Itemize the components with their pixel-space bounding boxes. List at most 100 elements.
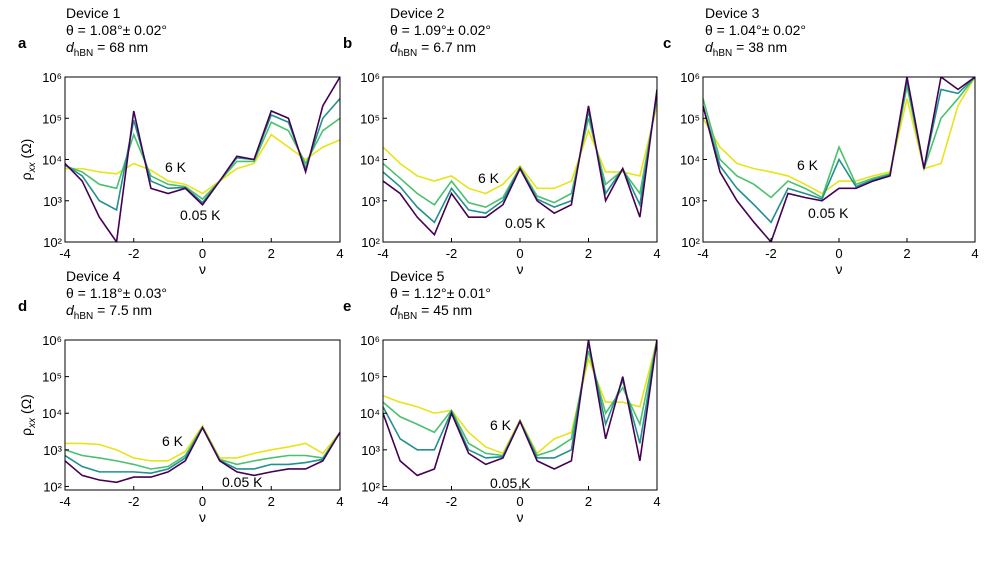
- thickness-value: = 7.5 nm: [93, 302, 152, 318]
- twist-angle: θ = 1.09°± 0.02°: [390, 22, 491, 38]
- thickness-subscript: hBN: [398, 311, 417, 322]
- thickness-symbol: d: [66, 302, 75, 318]
- y-label-unit: (Ω): [18, 139, 34, 163]
- y-tick-label: 10³: [361, 194, 380, 209]
- annotation: 6 K: [162, 433, 184, 449]
- panel: e Device 5θ = 1.12°± 0.01°dhBN = 45 nm -4 -…: [343, 268, 661, 525]
- x-tick-label: -2: [128, 246, 140, 261]
- y-axis-label: ρxx (Ω): [18, 139, 38, 181]
- x-tick-label: -2: [128, 494, 140, 509]
- x-axis-label: ν: [199, 261, 206, 277]
- panel: c Device 3θ = 1.04°± 0.02°dhBN = 38 nm -4 -…: [663, 5, 979, 277]
- axes-frame: [382, 339, 658, 491]
- annotation: 6 K: [797, 157, 819, 173]
- device-name: Device 2: [390, 5, 445, 21]
- annotation: 0.05 K: [808, 205, 849, 221]
- x-tick-label: 2: [585, 494, 592, 509]
- twist-angle: θ = 1.12°± 0.01°: [390, 285, 491, 301]
- x-tick-label: 2: [268, 494, 275, 509]
- y-tick-label: 10⁶: [360, 333, 380, 348]
- x-tick-label: -2: [446, 246, 458, 261]
- y-tick-label: 10³: [43, 194, 62, 209]
- thickness-value: = 6.7 nm: [417, 39, 476, 55]
- annotation: 6 K: [165, 159, 187, 175]
- y-tick-label: 10⁵: [360, 370, 380, 385]
- thickness-subscript: hBN: [398, 48, 417, 59]
- thickness-symbol: d: [390, 302, 399, 318]
- y-label-symbol: ρ: [18, 172, 34, 180]
- thickness-symbol: d: [390, 39, 399, 55]
- y-tick-label: 10⁵: [42, 111, 62, 126]
- device-name: Device 4: [66, 268, 121, 284]
- x-tick-label: 0: [516, 494, 523, 509]
- annotation: 6 K: [490, 417, 512, 433]
- x-tick-label: -2: [446, 494, 458, 509]
- x-tick-label: 2: [903, 246, 910, 261]
- x-axis-label: ν: [517, 509, 524, 525]
- curves: [383, 89, 657, 237]
- y-tick-label: 10⁴: [360, 153, 380, 168]
- panel: d Device 4θ = 1.18°± 0.03°dhBN = 7.5 nm -4…: [18, 268, 344, 525]
- curve: [703, 77, 975, 199]
- curve: [703, 77, 975, 242]
- x-tick-label: 4: [653, 246, 660, 261]
- device-name: Device 5: [390, 268, 445, 284]
- x-tick-label: 0: [835, 246, 842, 261]
- panel-letter: a: [18, 35, 27, 52]
- y-label-unit: (Ω): [18, 394, 34, 418]
- x-tick-label: 4: [971, 246, 978, 261]
- thickness: dhBN = 6.7 nm: [390, 39, 476, 59]
- y-tick-label: 10²: [681, 235, 700, 250]
- curve: [65, 425, 340, 475]
- y-tick-label: 10³: [361, 443, 380, 458]
- x-axis-label: ν: [517, 261, 524, 277]
- x-tick-label: -4: [377, 246, 389, 261]
- y-tick-label: 10²: [361, 479, 380, 494]
- y-label-subscript: xx: [27, 161, 38, 173]
- y-tick-label: 10⁴: [360, 406, 380, 421]
- thickness-symbol: d: [705, 39, 714, 55]
- thickness: dhBN = 45 nm: [390, 302, 472, 322]
- y-axis-label: ρxx (Ω): [18, 394, 38, 436]
- annotation: 0.05 K: [180, 207, 221, 223]
- panel-letter: c: [663, 35, 671, 52]
- annotation: 0.05 K: [490, 475, 531, 491]
- x-tick-label: 0: [516, 246, 523, 261]
- curves: [703, 77, 975, 242]
- curve: [383, 89, 657, 237]
- y-tick-label: 10⁶: [360, 70, 380, 85]
- x-tick-label: -4: [377, 494, 389, 509]
- y-label-symbol: ρ: [18, 428, 34, 436]
- x-tick-label: 4: [653, 494, 660, 509]
- x-tick-label: 0: [199, 494, 206, 509]
- curve: [703, 77, 975, 224]
- panel: b Device 2θ = 1.09°± 0.02°dhBN = 6.7 nm -4…: [343, 5, 661, 277]
- thickness: dhBN = 7.5 nm: [66, 302, 152, 322]
- thickness-value: = 68 nm: [93, 39, 148, 55]
- curve: [383, 340, 657, 477]
- panel-letter: b: [343, 35, 352, 52]
- y-tick-label: 10⁵: [42, 370, 62, 385]
- x-tick-label: 0: [199, 246, 206, 261]
- curve: [383, 93, 657, 224]
- y-tick-label: 10²: [43, 479, 62, 494]
- y-tick-label: 10⁴: [42, 153, 62, 168]
- y-tick-label: 10⁶: [680, 70, 700, 85]
- x-tick-label: 2: [268, 246, 275, 261]
- twist-angle: θ = 1.18°± 0.03°: [66, 285, 167, 301]
- y-tick-label: 10³: [43, 443, 62, 458]
- thickness: dhBN = 68 nm: [66, 39, 148, 59]
- x-axis-label: ν: [199, 509, 206, 525]
- x-tick-label: -4: [697, 246, 709, 261]
- x-tick-label: -4: [59, 494, 71, 509]
- thickness-value: = 45 nm: [417, 302, 472, 318]
- curve: [65, 426, 340, 484]
- thickness-subscript: hBN: [74, 48, 93, 59]
- curve: [383, 98, 657, 208]
- panel: a Device 1θ = 1.08°± 0.02°dhBN = 68 nm -4 -…: [18, 5, 344, 277]
- thickness-subscript: hBN: [713, 48, 732, 59]
- x-tick-label: 2: [585, 246, 592, 261]
- x-tick-label: 4: [336, 494, 343, 509]
- twist-angle: θ = 1.04°± 0.02°: [705, 22, 806, 38]
